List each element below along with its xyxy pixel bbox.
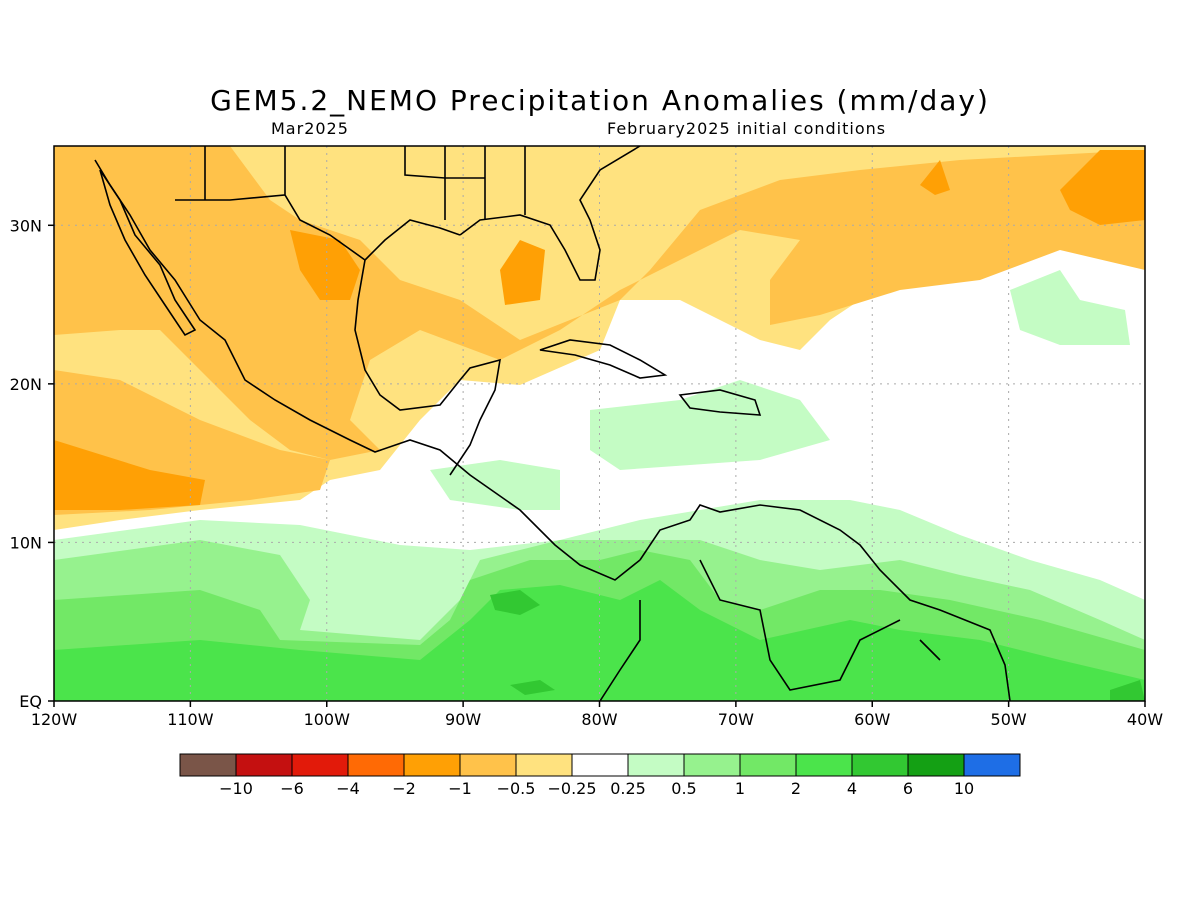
legend-swatch xyxy=(963,753,1021,777)
legend-swatch xyxy=(739,753,797,777)
y-tick-label: 10N xyxy=(10,533,42,552)
anomaly-dry-atlantic-c xyxy=(920,160,950,195)
y-tick-label: EQ xyxy=(19,692,42,711)
legend-swatch xyxy=(459,753,517,777)
x-tick-label: 110W xyxy=(167,710,214,729)
legend-swatch xyxy=(403,753,461,777)
y-tick-label: 30N xyxy=(10,216,42,235)
x-tick-label: 70W xyxy=(718,710,754,729)
coast-baja xyxy=(99,169,197,337)
anomaly-dry-gulf xyxy=(500,240,545,305)
anomaly-wet-core xyxy=(490,590,540,615)
x-tick-label: 120W xyxy=(31,710,78,729)
anomaly-wet-strong xyxy=(54,580,1145,701)
coast-us-gulf xyxy=(459,146,641,281)
coast-gulf xyxy=(354,219,501,476)
y-tick-label: 20N xyxy=(10,375,42,394)
x-tick-label: 40W xyxy=(1127,710,1163,729)
border-us-states xyxy=(444,146,526,220)
coast-hispaniola xyxy=(678,389,762,416)
map-title: GEM5.2_NEMO Precipitation Anomalies (mm/… xyxy=(210,84,990,117)
legend-label: −10 xyxy=(219,779,253,798)
anomaly-dry-atlantic-n xyxy=(1060,150,1145,225)
forecast-month: Mar2025 xyxy=(271,119,349,138)
anomaly-wet-caribbean xyxy=(590,380,830,470)
legend-label: 0.25 xyxy=(610,779,646,798)
legend-swatch xyxy=(851,753,909,777)
coast-south-america xyxy=(639,504,1011,701)
anomaly-wet-atlantic xyxy=(1010,270,1130,345)
legend-label: 4 xyxy=(847,779,857,798)
x-tick-label: 90W xyxy=(445,710,481,729)
legend-label: 6 xyxy=(903,779,913,798)
legend-swatch xyxy=(291,753,349,777)
legend-label: −2 xyxy=(392,779,416,798)
legend-label: −0.25 xyxy=(547,779,596,798)
initial-conditions-label: February2025 initial conditions xyxy=(607,119,887,138)
color-legend: −10 −6 −4 −2 −1 −0.5 −0.25 0.25 0.5 1 2 4 6 10 xyxy=(179,753,1021,798)
border-sa-interior xyxy=(599,559,941,701)
legend-label: −6 xyxy=(280,779,304,798)
legend-label: 10 xyxy=(954,779,974,798)
legend-label: 2 xyxy=(791,779,801,798)
legend-swatch xyxy=(683,753,741,777)
coast-mexico-pacific xyxy=(94,159,641,581)
legend-swatch xyxy=(235,753,293,777)
legend-swatch xyxy=(347,753,405,777)
coastlines xyxy=(94,146,1011,701)
x-tick-label: 60W xyxy=(854,710,890,729)
legend-swatch xyxy=(627,753,685,777)
x-tick-label: 100W xyxy=(304,710,351,729)
border-us-mexico xyxy=(175,146,446,261)
grid-lines xyxy=(54,146,1145,701)
legend-label: −0.5 xyxy=(497,779,536,798)
legend-label: 0.5 xyxy=(671,779,696,798)
anomaly-wet-central xyxy=(430,460,560,510)
anomaly-wet-core-south xyxy=(510,680,555,695)
y-axis: EQ 10N 20N 30N xyxy=(10,216,54,711)
anomaly-dry-mexico xyxy=(290,230,360,300)
legend-label: −4 xyxy=(336,779,360,798)
legend-swatch xyxy=(795,753,853,777)
x-tick-label: 50W xyxy=(991,710,1027,729)
x-tick-label: 80W xyxy=(581,710,617,729)
legend-label: 1 xyxy=(735,779,745,798)
legend-label: −1 xyxy=(448,779,472,798)
anomaly-wet-core-east xyxy=(1110,680,1145,701)
legend-swatch xyxy=(515,753,573,777)
legend-swatch xyxy=(907,753,965,777)
legend-swatch xyxy=(179,753,237,777)
coast-cuba xyxy=(539,339,668,379)
legend-swatch xyxy=(571,753,629,777)
anomaly-dry-pacific-core xyxy=(54,440,205,510)
x-axis: 120W 110W 100W 90W 80W 70W 60W 50W 40W xyxy=(31,701,1163,729)
